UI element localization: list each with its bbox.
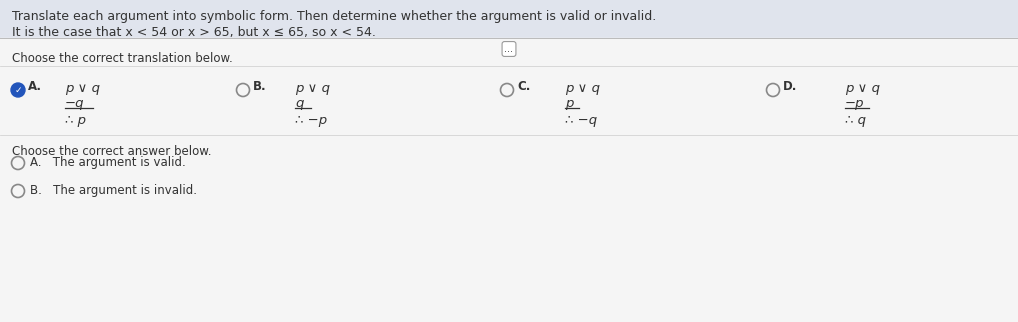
Text: ...: ... [505, 44, 513, 54]
Text: ∴ −p: ∴ −p [295, 114, 327, 127]
Text: ∴ q: ∴ q [845, 114, 866, 127]
Bar [0, 0, 1018, 38]
Text: It is the case that x < 54 or x > 65, but x ≤ 65, so x < 54.: It is the case that x < 54 or x > 65, bu… [12, 26, 376, 39]
Text: Translate each argument into symbolic form. Then determine whether the argument : Translate each argument into symbolic fo… [12, 10, 657, 23]
Text: B.   The argument is invalid.: B. The argument is invalid. [30, 184, 197, 197]
Text: −q: −q [65, 97, 84, 110]
Text: ∴ −q: ∴ −q [565, 114, 598, 127]
Text: p ∨ q: p ∨ q [65, 82, 100, 95]
Text: C.: C. [517, 80, 530, 93]
Text: q: q [295, 97, 303, 110]
Text: p ∨ q: p ∨ q [565, 82, 600, 95]
Text: Choose the correct translation below.: Choose the correct translation below. [12, 52, 233, 65]
Text: −p: −p [845, 97, 864, 110]
Text: p ∨ q: p ∨ q [295, 82, 330, 95]
Text: p: p [565, 97, 573, 110]
Text: ∴ p: ∴ p [65, 114, 86, 127]
Circle shape [11, 83, 25, 97]
Text: Choose the correct answer below.: Choose the correct answer below. [12, 145, 212, 158]
Text: A.: A. [29, 80, 42, 93]
Text: D.: D. [783, 80, 797, 93]
Bar [0, 38, 1018, 322]
Text: B.: B. [253, 80, 267, 93]
Text: ✓: ✓ [14, 86, 21, 94]
Text: A.   The argument is valid.: A. The argument is valid. [30, 156, 185, 169]
Text: p ∨ q: p ∨ q [845, 82, 880, 95]
